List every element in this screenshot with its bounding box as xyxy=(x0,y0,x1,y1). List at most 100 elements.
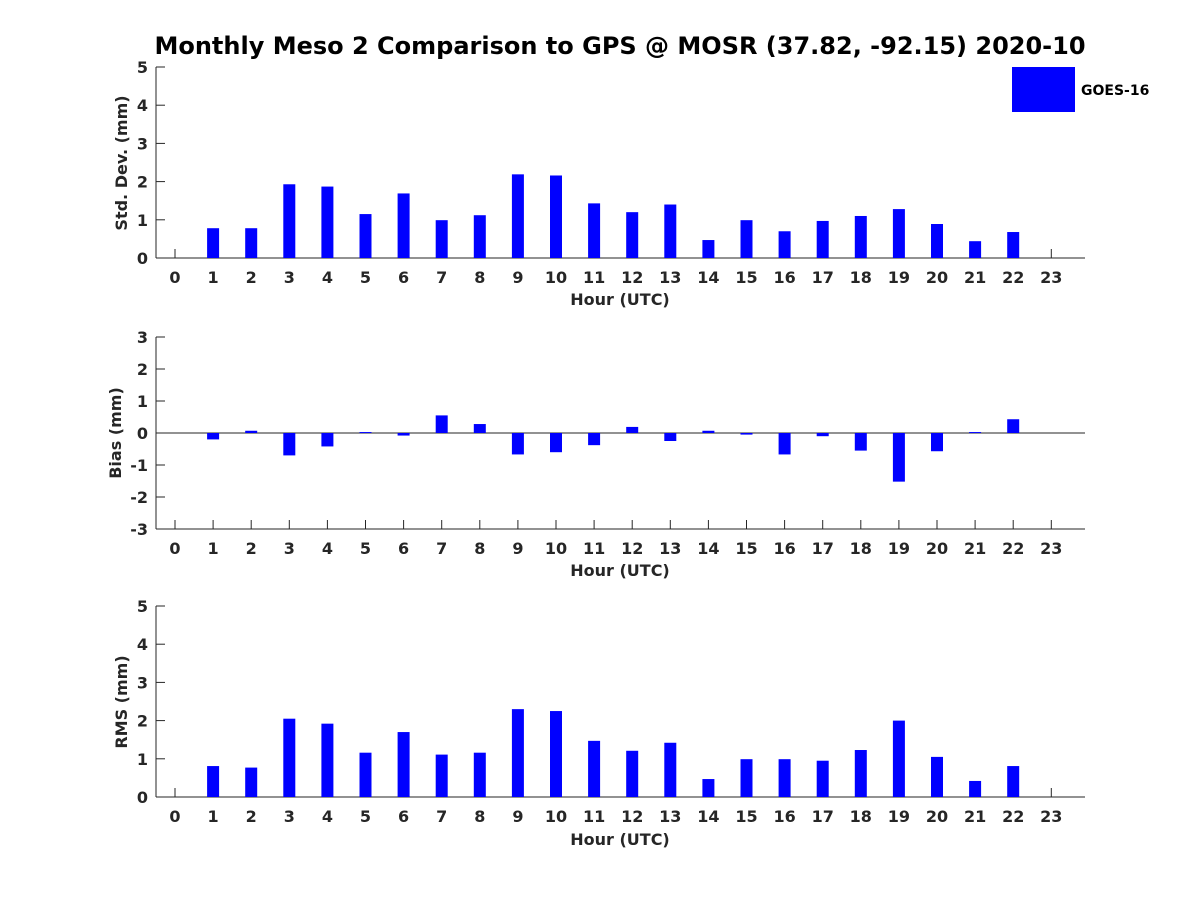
rms-bar-hour-5 xyxy=(360,753,372,797)
std-dev-ytick-label: 3 xyxy=(137,134,148,153)
bias-xtick-label: 15 xyxy=(735,539,757,558)
std-dev-xtick-label: 4 xyxy=(322,268,333,287)
std-dev-bar-hour-6 xyxy=(398,193,410,258)
rms-bar-hour-14 xyxy=(702,779,714,797)
rms-xtick-label: 10 xyxy=(545,807,567,826)
std-dev-xtick-label: 8 xyxy=(474,268,485,287)
rms-ytick-label: 1 xyxy=(137,750,148,769)
rms-xtick-label: 13 xyxy=(659,807,681,826)
rms-xtick-label: 6 xyxy=(398,807,409,826)
bias-ylabel: Bias (mm) xyxy=(106,387,125,479)
std-dev-xtick-label: 3 xyxy=(284,268,295,287)
std-dev-xtick-label: 10 xyxy=(545,268,567,287)
rms-xtick-label: 9 xyxy=(512,807,523,826)
bias-bar-hour-8 xyxy=(474,424,486,433)
rms-xtick-label: 2 xyxy=(246,807,257,826)
std-dev-xtick-label: 23 xyxy=(1040,268,1062,287)
rms-bar-hour-10 xyxy=(550,711,562,797)
std-dev-bar-hour-16 xyxy=(779,231,791,258)
rms-xtick-label: 4 xyxy=(322,807,333,826)
bias-ytick-label: -1 xyxy=(130,456,148,475)
std-dev-xtick-label: 19 xyxy=(888,268,910,287)
bias-xtick-label: 23 xyxy=(1040,539,1062,558)
rms-xtick-label: 15 xyxy=(735,807,757,826)
rms-xtick-label: 7 xyxy=(436,807,447,826)
rms-xtick-label: 16 xyxy=(773,807,795,826)
bias-xtick-label: 1 xyxy=(208,539,219,558)
bias-ytick-label: -3 xyxy=(130,520,148,539)
std-dev-bar-hour-9 xyxy=(512,174,524,258)
std-dev-ytick-label: 0 xyxy=(137,249,148,268)
rms-xtick-label: 20 xyxy=(926,807,948,826)
rms-xtick-label: 23 xyxy=(1040,807,1062,826)
figure: Monthly Meso 2 Comparison to GPS @ MOSR … xyxy=(0,0,1200,900)
bias-bar-hour-3 xyxy=(283,433,295,455)
bias-bar-hour-12 xyxy=(626,427,638,433)
std-dev-xtick-label: 20 xyxy=(926,268,948,287)
bias-xtick-label: 9 xyxy=(512,539,523,558)
std-dev-bar-hour-4 xyxy=(321,187,333,258)
rms-bar-hour-2 xyxy=(245,768,257,797)
std-dev-ytick-label: 4 xyxy=(137,96,148,115)
bias-bar-hour-2 xyxy=(245,431,257,433)
std-dev-bar-hour-13 xyxy=(664,205,676,258)
bias-bar-hour-13 xyxy=(664,433,676,441)
rms-xtick-label: 5 xyxy=(360,807,371,826)
std-dev-xtick-label: 7 xyxy=(436,268,447,287)
bias-xtick-label: 0 xyxy=(169,539,180,558)
bias-bar-hour-14 xyxy=(702,431,714,433)
std-dev-ytick-label: 2 xyxy=(137,173,148,192)
bias-xtick-label: 13 xyxy=(659,539,681,558)
std-dev-bar-hour-8 xyxy=(474,215,486,258)
rms-xtick-label: 11 xyxy=(583,807,605,826)
std-dev-bar-hour-7 xyxy=(436,220,448,258)
bias-xtick-label: 7 xyxy=(436,539,447,558)
std-dev-bar-hour-1 xyxy=(207,228,219,258)
bias-bar-hour-11 xyxy=(588,433,600,445)
bias-xtick-label: 18 xyxy=(850,539,872,558)
bias-ytick-label: 3 xyxy=(137,328,148,347)
rms-xtick-label: 14 xyxy=(697,807,719,826)
std-dev-xtick-label: 21 xyxy=(964,268,986,287)
rms-bar-hour-8 xyxy=(474,753,486,797)
rms-bar-hour-11 xyxy=(588,741,600,797)
std-dev-xtick-label: 14 xyxy=(697,268,719,287)
std-dev-ytick-label: 5 xyxy=(137,58,148,77)
bias-xtick-label: 2 xyxy=(246,539,257,558)
rms-ytick-label: 5 xyxy=(137,597,148,616)
rms-ylabel: RMS (mm) xyxy=(112,655,131,748)
bias-xtick-label: 5 xyxy=(360,539,371,558)
std-dev-bar-hour-5 xyxy=(360,214,372,258)
rms-bar-hour-3 xyxy=(283,719,295,797)
bias-bar-hour-17 xyxy=(817,433,829,436)
rms-bar-hour-15 xyxy=(741,759,753,797)
rms-bar-hour-13 xyxy=(664,743,676,797)
bias-xtick-label: 16 xyxy=(773,539,795,558)
bias-ytick-label: 0 xyxy=(137,424,148,443)
rms-xtick-label: 12 xyxy=(621,807,643,826)
bias-xtick-label: 19 xyxy=(888,539,910,558)
std-dev-xlabel: Hour (UTC) xyxy=(570,290,670,309)
bias-bar-hour-19 xyxy=(893,433,905,482)
bias-bar-hour-15 xyxy=(741,433,753,435)
std-dev-bar-hour-21 xyxy=(969,241,981,258)
bias-ytick-label: 2 xyxy=(137,360,148,379)
std-dev-xtick-label: 15 xyxy=(735,268,757,287)
bias-xtick-label: 3 xyxy=(284,539,295,558)
bias-bar-hour-7 xyxy=(436,415,448,433)
bias-ytick-label: 1 xyxy=(137,392,148,411)
rms-bar-hour-19 xyxy=(893,721,905,797)
rms-bar-hour-12 xyxy=(626,751,638,797)
bias-bar-hour-9 xyxy=(512,433,524,454)
bias-xtick-label: 22 xyxy=(1002,539,1024,558)
std-dev-bar-hour-20 xyxy=(931,224,943,258)
std-dev-bar-hour-19 xyxy=(893,209,905,258)
std-dev-bar-hour-3 xyxy=(283,184,295,258)
rms-bar-hour-6 xyxy=(398,732,410,797)
std-dev-ylabel: Std. Dev. (mm) xyxy=(112,95,131,230)
std-dev-xtick-label: 17 xyxy=(812,268,834,287)
std-dev-xtick-label: 0 xyxy=(169,268,180,287)
bias-xtick-label: 12 xyxy=(621,539,643,558)
rms-xtick-label: 8 xyxy=(474,807,485,826)
